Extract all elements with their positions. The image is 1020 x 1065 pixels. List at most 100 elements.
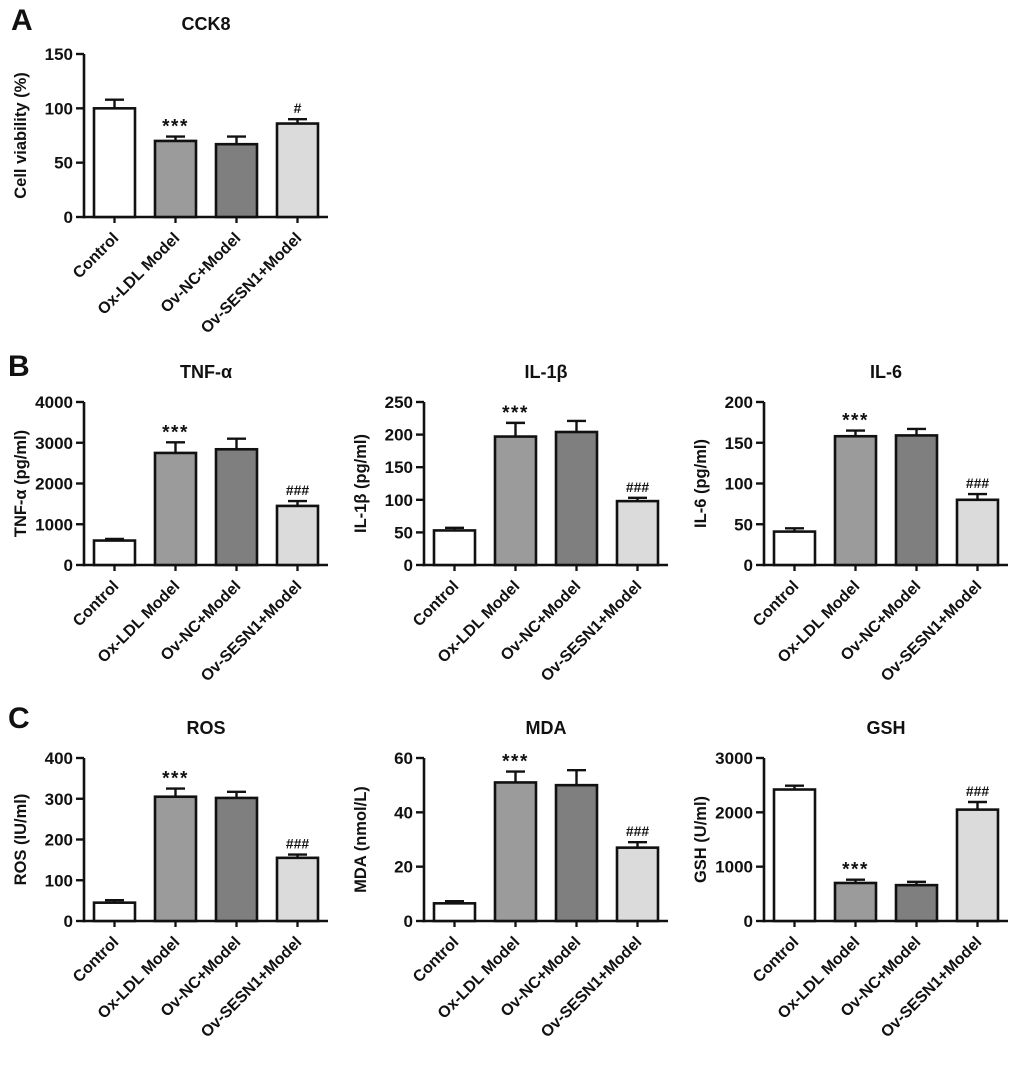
y-axis-label: Cell viability (%) <box>12 72 30 199</box>
chart-tnf-alpha: TNF-α TNF-α (pg/ml) 0 1000 2000 3000 4000 Contr… <box>0 352 340 704</box>
significance-label: *** <box>502 752 529 773</box>
y-tick-label: 300 <box>45 790 73 809</box>
y-tick-label: 100 <box>725 475 753 494</box>
chart-title: IL-6 <box>870 362 902 382</box>
chart-ros: ROS ROS (IU/ml) 0 100 200 300 400 Control *** Ox-… <box>0 708 340 1060</box>
y-axis-label: MDA (nmol/L) <box>352 786 370 893</box>
chart-svg: TNF-α TNF-α (pg/ml) 0 1000 2000 3000 4000 Contr… <box>12 362 328 685</box>
y-tick-label: 3000 <box>35 434 73 453</box>
chart-cck8: CCK8 Cell viability (%) 0 50 100 150 Control **… <box>0 4 340 356</box>
bar-1 <box>493 781 538 923</box>
y-axis-label: IL-6 (pg/ml) <box>692 439 710 528</box>
bar-1 <box>493 435 538 567</box>
bar-2 <box>554 430 599 567</box>
category-label: Ov-SESN1+Model <box>198 230 305 337</box>
significance-label: *** <box>162 422 189 443</box>
bar-0 <box>432 902 477 923</box>
y-tick-label: 250 <box>385 393 413 412</box>
category-label: Control <box>410 578 462 630</box>
bar-0 <box>772 788 817 923</box>
chart-title: TNF-α <box>180 362 232 382</box>
y-tick-label: 0 <box>744 912 753 931</box>
significance-label: ### <box>626 479 650 495</box>
bar-3 <box>955 498 1000 567</box>
significance-label: ### <box>966 783 990 799</box>
chart-title: ROS <box>186 718 225 738</box>
bar-2 <box>214 142 259 219</box>
y-tick-label: 150 <box>45 45 73 64</box>
y-tick-label: 150 <box>385 458 413 477</box>
chart-svg: IL-1β IL-1β (pg/ml) 0 50 100 150 200 250 Control… <box>352 362 668 685</box>
y-tick-label: 50 <box>734 515 753 534</box>
y-tick-label: 1000 <box>715 858 753 877</box>
bar-3 <box>275 856 320 923</box>
bar-2 <box>214 796 259 923</box>
category-label: Control <box>70 578 122 630</box>
bar-0 <box>432 529 477 567</box>
bar-3 <box>615 846 660 923</box>
category-label: Ov-SESN1+Model <box>198 578 305 685</box>
y-axis-label: ROS (IU/ml) <box>12 794 30 886</box>
chart-gsh: GSH GSH (U/ml) 0 1000 2000 3000 Control *** Ox-L… <box>680 708 1020 1060</box>
category-label: Control <box>410 934 462 986</box>
chart-svg: IL-6IL-6 (pg/ml)050100150200Control***Ox… <box>692 362 1008 685</box>
y-tick-label: 0 <box>64 556 73 575</box>
category-label: Control <box>70 230 122 282</box>
category-label: Control <box>750 934 802 986</box>
bar-2 <box>214 447 259 567</box>
significance-label: *** <box>842 860 869 881</box>
y-tick-label: 400 <box>45 749 73 768</box>
bar-0 <box>92 539 137 567</box>
y-tick-label: 2000 <box>35 475 73 494</box>
category-label: Control <box>70 934 122 986</box>
y-tick-label: 60 <box>394 749 413 768</box>
significance-label: ### <box>966 475 990 491</box>
bar-3 <box>275 122 320 219</box>
bar-2 <box>894 434 939 567</box>
chart-title: MDA <box>526 718 567 738</box>
y-tick-label: 0 <box>64 912 73 931</box>
y-tick-label: 0 <box>404 556 413 575</box>
chart-il-1beta: IL-1β IL-1β (pg/ml) 0 50 100 150 200 250 Control… <box>340 352 680 704</box>
bar-1 <box>833 434 878 567</box>
y-tick-label: 0 <box>744 556 753 575</box>
y-tick-label: 100 <box>45 99 73 118</box>
y-tick-label: 4000 <box>35 393 73 412</box>
significance-label: *** <box>162 769 189 790</box>
bar-1 <box>153 795 198 923</box>
bar-1 <box>833 881 878 923</box>
y-tick-label: 3000 <box>715 749 753 768</box>
bar-0 <box>92 901 137 923</box>
bar-3 <box>275 504 320 567</box>
category-label: Ov-SESN1+Model <box>538 578 645 685</box>
chart-svg: CCK8 Cell viability (%) 0 50 100 150 Control **… <box>12 14 328 337</box>
significance-label: ### <box>286 482 310 498</box>
y-tick-label: 2000 <box>715 803 753 822</box>
chart-title: GSH <box>866 718 905 738</box>
y-tick-label: 50 <box>394 523 413 542</box>
y-tick-label: 0 <box>404 912 413 931</box>
y-tick-label: 0 <box>64 208 73 227</box>
category-label: Ov-SESN1+Model <box>198 934 305 1041</box>
y-tick-label: 150 <box>725 434 753 453</box>
y-tick-label: 200 <box>725 393 753 412</box>
bar-0 <box>92 107 137 219</box>
significance-label: # <box>294 100 302 116</box>
y-tick-label: 20 <box>394 858 413 877</box>
significance-label: *** <box>842 411 869 432</box>
bar-3 <box>615 499 660 567</box>
y-axis-label: TNF-α (pg/ml) <box>12 430 30 537</box>
category-label: Ov-SESN1+Model <box>878 578 985 685</box>
category-label: Control <box>750 578 802 630</box>
y-tick-label: 200 <box>385 426 413 445</box>
y-axis-label: GSH (U/ml) <box>692 796 710 883</box>
bar-1 <box>153 139 198 219</box>
y-tick-label: 50 <box>54 154 73 173</box>
chart-title: CCK8 <box>181 14 230 34</box>
chart-mda: MDA MDA (nmol/L) 0 20 40 60 Control *** Ox-LDL M… <box>340 708 680 1060</box>
panel-label-c: C <box>8 702 30 735</box>
bar-2 <box>554 783 599 923</box>
